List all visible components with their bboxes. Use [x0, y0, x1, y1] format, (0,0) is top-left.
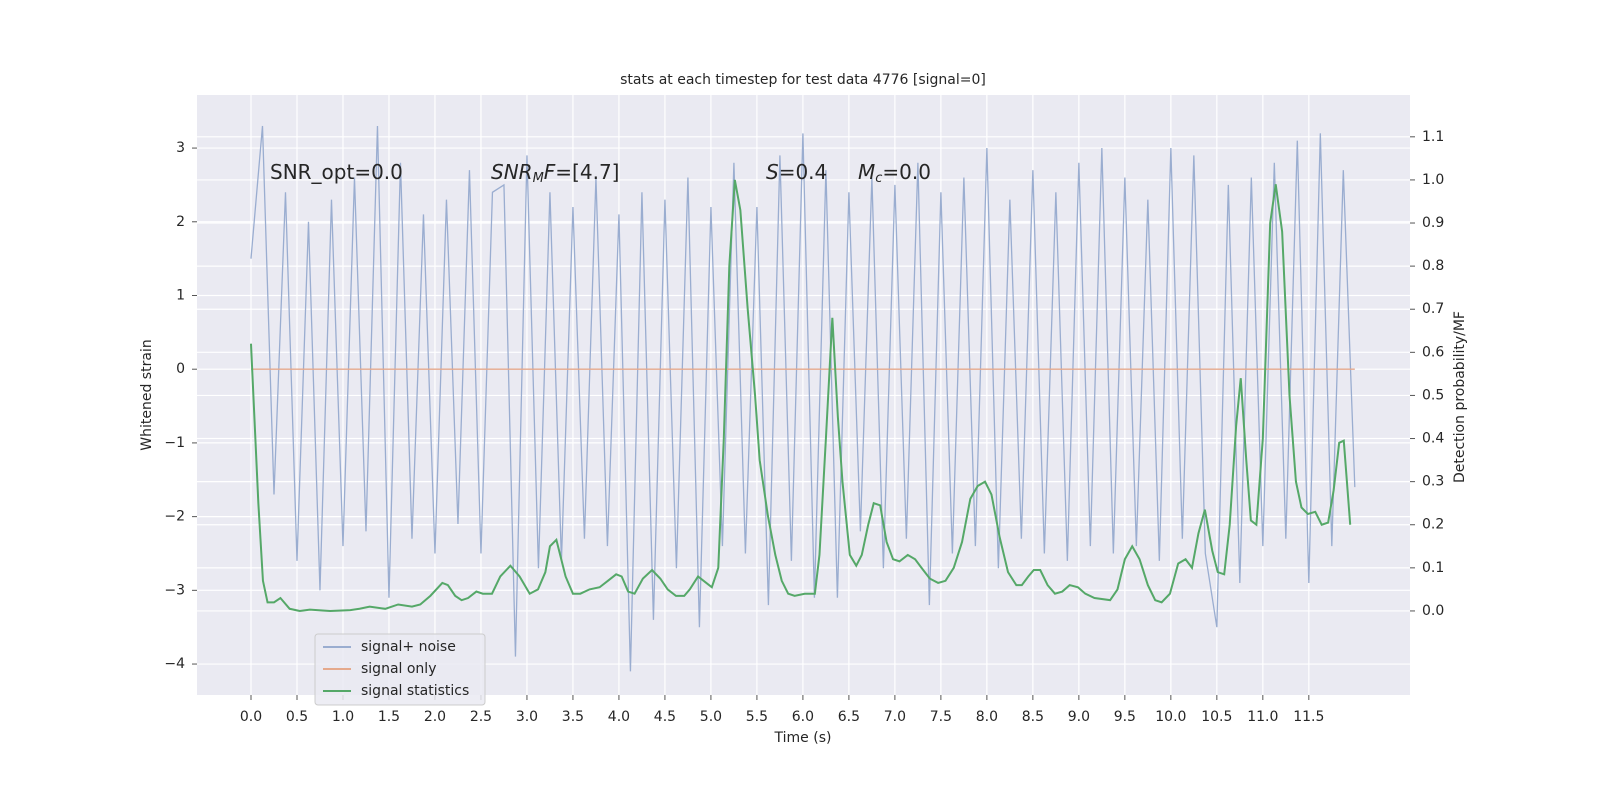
y-tick-label: −3 [164, 582, 185, 598]
annotation-part: SNR_opt=0.0 [270, 160, 403, 184]
x-tick-label: 11.5 [1293, 709, 1324, 725]
x-tick-label: 3.5 [562, 709, 584, 725]
x-tick-label: 0.5 [286, 709, 308, 725]
x-tick-label: 11.0 [1247, 709, 1278, 725]
annotation: SNRMF=[4.7] [491, 160, 619, 186]
annotation-part: =0.4 [779, 160, 828, 184]
y2-tick-label: 0.3 [1422, 474, 1444, 490]
x-tick-label: 8.5 [1022, 709, 1044, 725]
annotation-part: =0.0 [882, 160, 931, 184]
annotation-part: =[4.7] [555, 160, 619, 184]
y2-tick-label: 0.6 [1422, 344, 1444, 360]
annotation-part: M [533, 171, 544, 186]
annotation: SNR_opt=0.0 [270, 160, 403, 184]
y2-tick-label: 0.4 [1422, 431, 1444, 447]
x-tick-label: 10.0 [1155, 709, 1186, 725]
x-tick-label: 4.0 [608, 709, 630, 725]
x-tick-label: 1.0 [332, 709, 354, 725]
y2-tick-label: 0.2 [1422, 517, 1444, 533]
x-tick-label: 3.0 [516, 709, 538, 725]
legend-label: signal statistics [361, 683, 469, 699]
x-tick-label: 6.0 [792, 709, 814, 725]
y2-tick-label: 0.5 [1422, 387, 1444, 403]
annotation: S=0.4 [766, 160, 827, 184]
x-tick-label: 7.5 [930, 709, 952, 725]
x-tick-label: 8.0 [976, 709, 998, 725]
marks [249, 125, 1356, 672]
x-tick-label: 5.0 [700, 709, 722, 725]
y-tick-label: −1 [164, 435, 185, 451]
x-tick-label: 9.0 [1068, 709, 1090, 725]
x-tick-label: 2.5 [470, 709, 492, 725]
y2-tick-label: 0.1 [1422, 560, 1444, 576]
annotation-part: F [544, 160, 556, 184]
x-axis-label: Time (s) [774, 730, 832, 746]
y-tick-label: 3 [176, 140, 185, 156]
annotation-part: c [875, 171, 882, 186]
y-tick-label: 0 [176, 361, 185, 377]
y2-tick-label: 0.9 [1422, 215, 1444, 231]
annotation-part: SNR [491, 160, 533, 184]
y2-tick-label: 1.1 [1422, 129, 1444, 145]
chart-title: stats at each timestep for test data 477… [620, 72, 986, 88]
x-tick-label: 1.5 [378, 709, 400, 725]
legend-box [314, 633, 486, 706]
x-tick-label: 4.5 [654, 709, 676, 725]
x-tick-label: 7.0 [884, 709, 906, 725]
x-tick-label: 2.0 [424, 709, 446, 725]
y2-tick-label: 0.7 [1422, 301, 1444, 317]
y2-tick-label: 1.0 [1422, 172, 1444, 188]
x-tick-label: 6.5 [838, 709, 860, 725]
y2-tick-label: 0.8 [1422, 258, 1444, 274]
labels: 0.0 0.5 1.0 1.5 2.0 2.5 3.0 3.5 4.0 4.5 5.0 5.5 6.0 6… [164, 129, 1444, 725]
x-tick-label: 0.0 [240, 709, 262, 725]
x-tick-label: 9.5 [1114, 709, 1136, 725]
series-line [249, 179, 1352, 612]
legend-label: signal only [361, 661, 436, 677]
y-tick-label: 1 [176, 287, 185, 303]
y-tick-label: −2 [164, 509, 185, 525]
x-tick-label: 10.5 [1201, 709, 1232, 725]
legend-label: signal+ noise [361, 639, 456, 655]
annotation-part: S [766, 160, 779, 184]
y-axis-label: Whitened strain [139, 339, 155, 450]
y2-axis-label: Detection probability/MF [1452, 311, 1468, 483]
y2-tick-label: 0.0 [1422, 603, 1444, 619]
x-tick-label: 5.5 [746, 709, 768, 725]
annotation-part: M [858, 160, 875, 184]
y-tick-label: −4 [164, 656, 185, 672]
series-line [250, 125, 1356, 672]
y-tick-label: 2 [176, 214, 185, 230]
legend: signal+ noise signal only signal statistic… [314, 633, 486, 706]
annotation: Mc=0.0 [858, 160, 931, 186]
